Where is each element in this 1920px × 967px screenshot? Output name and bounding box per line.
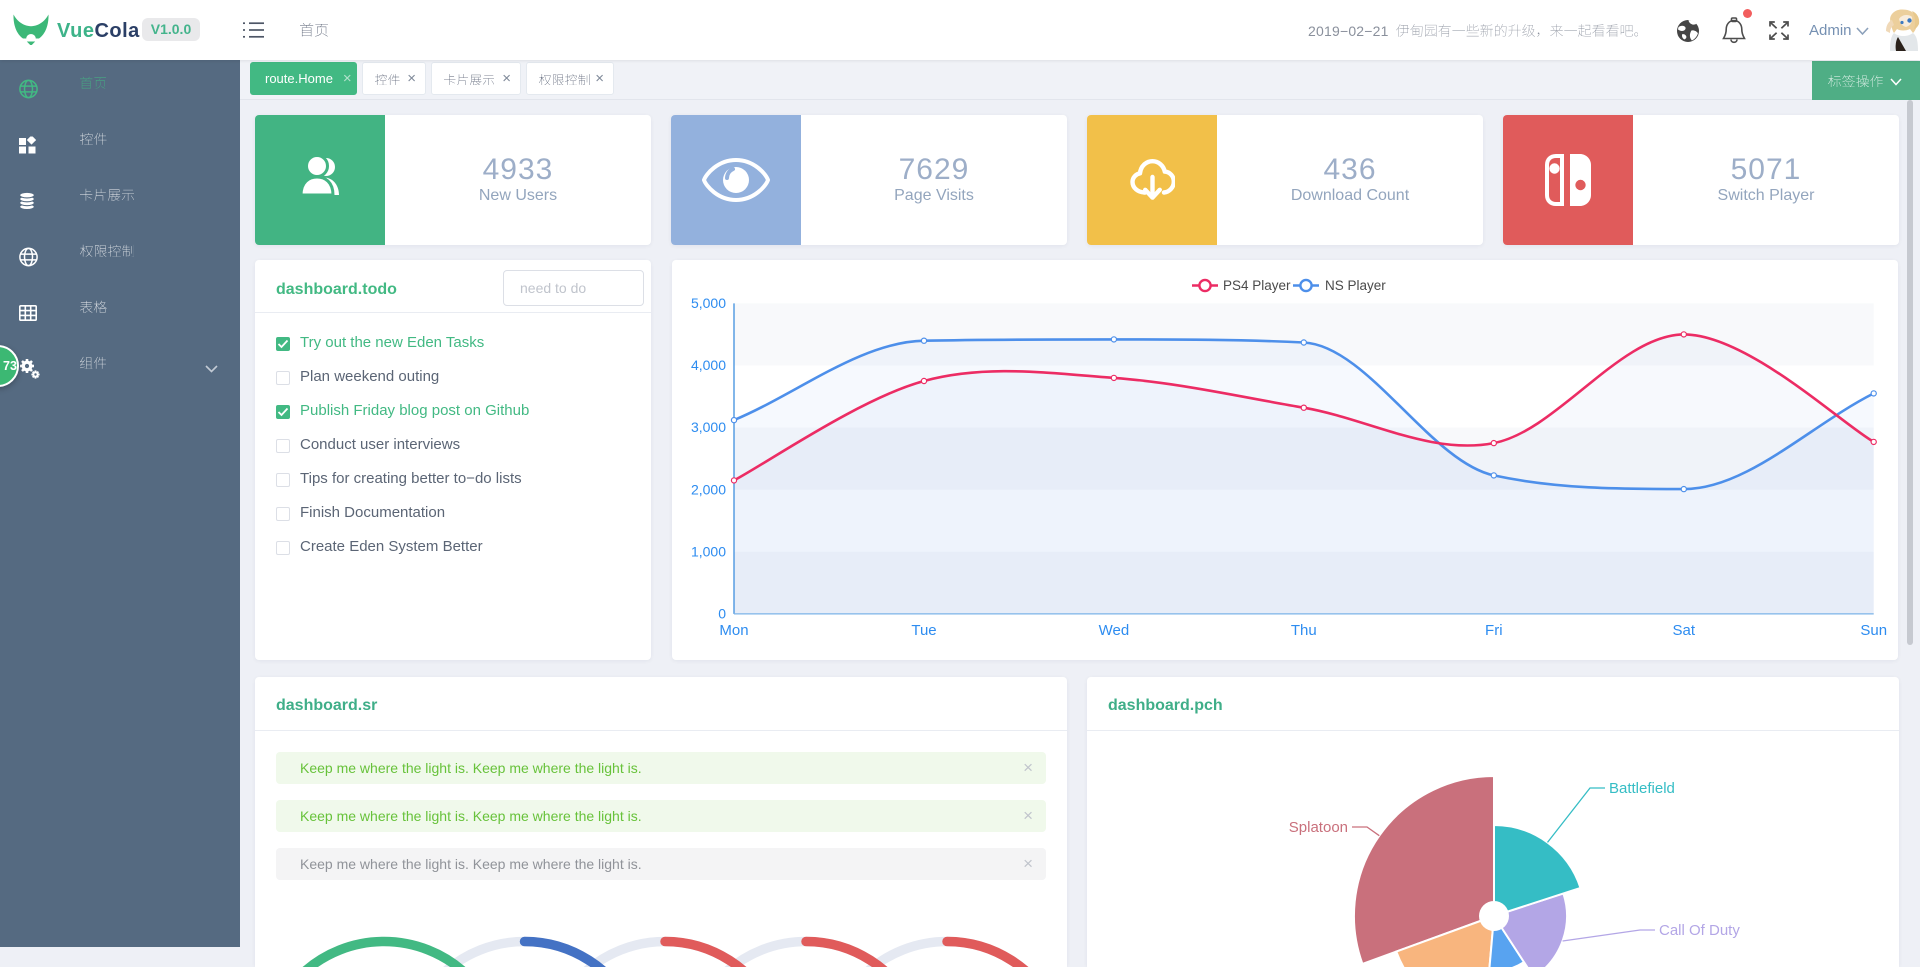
svg-text:NS Player: NS Player — [1325, 278, 1386, 293]
svg-text:4,000: 4,000 — [691, 357, 726, 373]
svg-text:Tue: Tue — [911, 622, 936, 639]
svg-text:Mon: Mon — [719, 622, 748, 639]
svg-text:1,000: 1,000 — [691, 543, 726, 559]
svg-text:Splatoon: Splatoon — [1289, 819, 1348, 836]
svg-text:Wed: Wed — [1099, 622, 1130, 639]
svg-text:PS4 Player: PS4 Player — [1223, 278, 1291, 293]
svg-text:Battlefield: Battlefield — [1609, 780, 1675, 797]
svg-text:2,000: 2,000 — [691, 481, 726, 497]
svg-text:Sat: Sat — [1673, 622, 1696, 639]
svg-text:0: 0 — [718, 606, 726, 622]
svg-text:Fri: Fri — [1485, 622, 1503, 639]
svg-text:Sun: Sun — [1860, 622, 1887, 639]
svg-text:5,000: 5,000 — [691, 295, 726, 311]
svg-text:Thu: Thu — [1291, 622, 1317, 639]
svg-text:Call Of Duty: Call Of Duty — [1659, 922, 1740, 939]
svg-text:3,000: 3,000 — [691, 419, 726, 435]
